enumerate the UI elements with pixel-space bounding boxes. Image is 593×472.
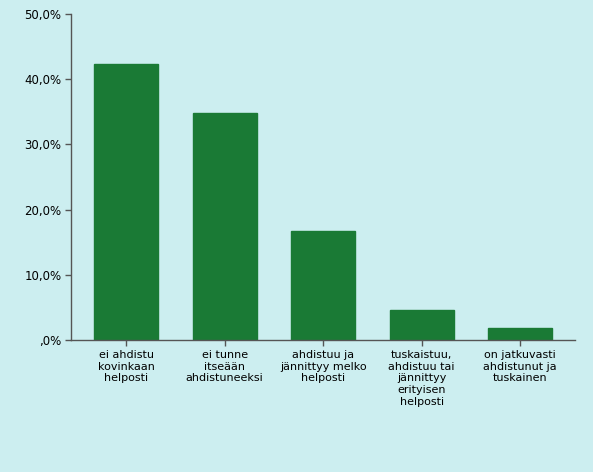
Bar — [291, 231, 355, 340]
Bar — [94, 64, 158, 340]
Bar — [390, 310, 454, 340]
Bar — [488, 328, 552, 340]
Bar — [193, 113, 257, 340]
